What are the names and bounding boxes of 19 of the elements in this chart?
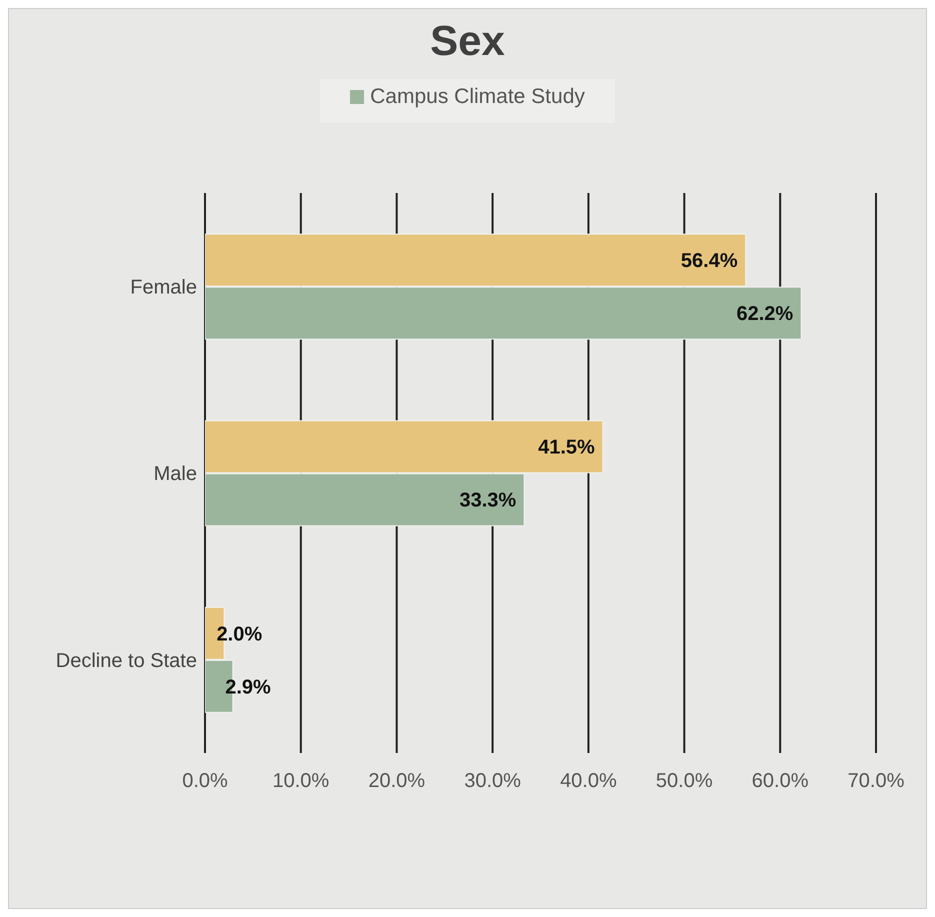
text: 56.4%: [680, 250, 738, 272]
x-tick-label: 50.0%: [656, 770, 713, 792]
legend-label: Campus Climate Study: [369, 85, 585, 109]
y-tick-label: Decline to State: [56, 650, 197, 672]
y-tick-label: Male: [154, 463, 197, 486]
chart-title: Sex: [429, 16, 506, 65]
y-tick-label: Female: [130, 276, 197, 298]
x-tick-label: 60.0%: [752, 770, 809, 792]
x-tick-label: 20.0%: [368, 770, 426, 792]
x-tick-label: 40.0%: [560, 770, 617, 792]
text: 41.5%: [538, 436, 595, 459]
text: 2.9%: [225, 676, 271, 698]
text: 33.3%: [459, 490, 516, 512]
x-tick-label: 10.0%: [272, 770, 330, 792]
text: 62.2%: [736, 303, 794, 326]
x-tick-label: 70.0%: [848, 770, 905, 792]
text: 2.0%: [216, 623, 262, 646]
x-tick-label: 30.0%: [464, 770, 522, 792]
x-tick-label: 0.0%: [182, 770, 228, 792]
